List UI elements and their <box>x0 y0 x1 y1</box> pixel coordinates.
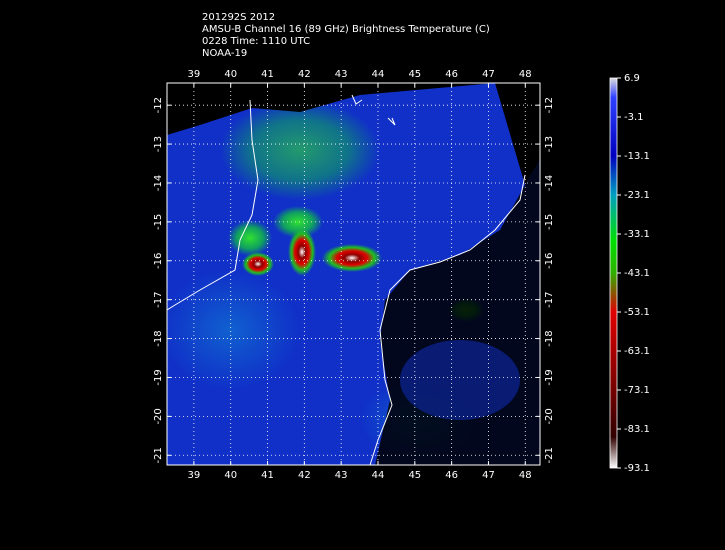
lat-label: -12 <box>544 97 555 113</box>
lon-label: 48 <box>519 470 532 481</box>
colorbar-label: -53.1 <box>624 307 650 318</box>
lat-label: -16 <box>153 253 164 269</box>
colorbar-label: -73.1 <box>624 385 650 396</box>
lon-label: 44 <box>372 69 385 80</box>
header-line: AMSU-B Channel 16 (89 GHz) Brightness Te… <box>202 24 490 35</box>
lat-label: -19 <box>544 369 555 385</box>
lon-label: 42 <box>298 470 311 481</box>
lat-label: -15 <box>544 214 555 230</box>
lon-label: 40 <box>224 69 237 80</box>
colorbar-label: -83.1 <box>624 424 650 435</box>
lon-label: 42 <box>298 69 311 80</box>
lat-label: -16 <box>544 253 555 269</box>
colorbar-label: -13.1 <box>624 151 650 162</box>
lon-label: 39 <box>188 69 201 80</box>
colorbar-label: -23.1 <box>624 190 650 201</box>
colorbar-label: -63.1 <box>624 346 650 357</box>
lon-label: 48 <box>519 69 532 80</box>
lat-label: -19 <box>153 369 164 385</box>
lon-label: 43 <box>335 470 348 481</box>
lat-label: -21 <box>544 447 555 463</box>
lon-label: 41 <box>261 470 274 481</box>
lat-label: -20 <box>153 408 164 424</box>
lat-label: -20 <box>544 408 555 424</box>
lat-label: -18 <box>153 330 164 346</box>
colorbar-label: 6.9 <box>624 73 640 84</box>
lat-label: -14 <box>153 175 164 191</box>
lon-label: 44 <box>372 470 385 481</box>
colorbar-label: -3.1 <box>624 112 644 123</box>
map-image <box>167 83 540 465</box>
lat-label: -13 <box>153 136 164 152</box>
lon-label: 47 <box>482 69 495 80</box>
lat-label: -15 <box>153 214 164 230</box>
lat-label: -13 <box>544 136 555 152</box>
lon-label: 47 <box>482 470 495 481</box>
colorbar-label: -33.1 <box>624 229 650 240</box>
lat-label: -14 <box>544 175 555 191</box>
lon-label: 46 <box>445 470 458 481</box>
lat-label: -17 <box>544 292 555 308</box>
lat-label: -18 <box>544 330 555 346</box>
lat-label: -21 <box>153 447 164 463</box>
lon-label: 39 <box>188 470 201 481</box>
map-frame <box>166 82 541 466</box>
lon-label: 45 <box>408 69 421 80</box>
header-line: 0228 Time: 1110 UTC <box>202 36 310 47</box>
lon-label: 40 <box>224 470 237 481</box>
lat-label: -17 <box>153 292 164 308</box>
lat-label: -12 <box>153 97 164 113</box>
colorbar <box>609 77 618 469</box>
header: 201292S 2012 AMSU-B Channel 16 (89 GHz) … <box>202 12 490 59</box>
colorbar-label: -43.1 <box>624 268 650 279</box>
lon-label: 41 <box>261 69 274 80</box>
lon-label: 45 <box>408 470 421 481</box>
lon-label: 43 <box>335 69 348 80</box>
lon-label: 46 <box>445 69 458 80</box>
header-line: 201292S 2012 <box>202 12 275 23</box>
colorbar-label: -93.1 <box>624 463 650 474</box>
header-line: NOAA-19 <box>202 48 247 59</box>
